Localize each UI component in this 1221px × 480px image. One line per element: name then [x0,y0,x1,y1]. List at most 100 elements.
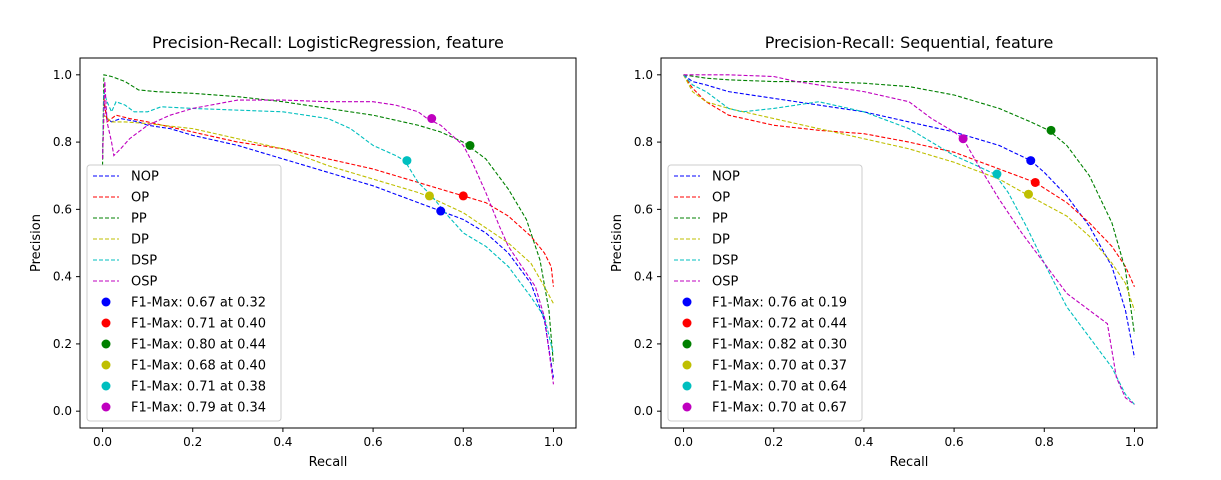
series-line-dsp [683,74,1135,405]
f1-max-marker-0 [436,206,446,216]
y-tick-label: 1.0 [53,68,72,82]
legend-entry-label: DP [131,233,149,248]
x-tick-label: 1.0 [1125,435,1144,449]
legend-entry-label: F1-Max: 0.79 at 0.34 [131,401,266,416]
series-line-dsp [102,91,554,355]
legend-entry-label: F1-Max: 0.72 at 0.44 [712,317,847,332]
y-tick-label: 0.0 [634,404,653,418]
x-tick-label: 1.0 [544,435,563,449]
series-line-osp [102,81,554,385]
legend-marker-swatch [682,318,692,328]
legend-entry-label: NOP [712,170,740,185]
legend-entry-label: PP [712,212,728,227]
legend-box [86,164,282,422]
y-tick-label: 1.0 [634,68,653,82]
legend-entry-label: F1-Max: 0.67 at 0.32 [131,296,266,311]
y-tick-label: 0.8 [53,135,72,149]
x-tick-label: 0.8 [1035,435,1054,449]
f1-max-marker-4 [402,156,412,166]
series-lines [683,74,1135,405]
legend-entry-label: F1-Max: 0.82 at 0.30 [712,338,847,353]
y-tick-label: 0.6 [634,202,653,216]
legend-entry-label: F1-Max: 0.71 at 0.40 [131,317,266,332]
x-tick-label: 0.6 [945,435,964,449]
legend-marker-swatch [101,381,111,391]
x-tick-label: 0.2 [764,435,783,449]
legend-entry-label: F1-Max: 0.71 at 0.38 [131,380,266,395]
f1-max-marker-0 [1026,156,1036,166]
legend-entry-label: F1-Max: 0.80 at 0.44 [131,338,266,353]
series-line-op [683,74,1135,287]
chart-sequential: Precision-Recall: Sequential, feature 0.0… [610,33,1158,470]
axes-frame [660,57,1158,429]
legend-marker-swatch [682,360,692,370]
legend-box [667,164,863,422]
x-axis-label: Recall [890,455,929,470]
legend-marker-swatch [682,297,692,307]
f1-max-marker-4 [992,169,1002,179]
legend-entry-label: OSP [131,275,157,290]
f1-max-marker-2 [1046,125,1056,135]
f1-max-marker-3 [1023,189,1033,199]
legend-marker-swatch [101,402,111,412]
series-lines [102,74,554,385]
x-axis-label: Recall [309,455,348,470]
y-tick-label: 0.2 [53,337,72,351]
x-tick-label: 0.2 [183,435,202,449]
legend-entry-label: F1-Max: 0.70 at 0.37 [712,359,847,374]
x-tick-label: 0.0 [674,435,693,449]
legend-entry-label: DSP [712,254,738,269]
legend-marker-swatch [682,381,692,391]
series-line-dp [102,113,554,304]
legend-entry-label: OP [712,191,730,206]
series-line-op [102,98,554,287]
legend-entry-label: NOP [131,170,159,185]
legend-marker-swatch [101,297,111,307]
legend-entry-label: OP [131,191,149,206]
legend-marker-swatch [101,360,111,370]
x-tick-label: 0.4 [854,435,873,449]
legend-entry-label: F1-Max: 0.76 at 0.19 [712,296,847,311]
series-line-pp [102,74,554,365]
legend-entry-label: DP [712,233,730,248]
series-line-nop [102,101,554,378]
legend-entry-label: F1-Max: 0.70 at 0.64 [712,380,847,395]
f1-max-marker-5 [427,114,437,124]
f1-max-marker-2 [465,140,475,150]
y-tick-label: 0.0 [53,404,72,418]
legend-entry-label: DSP [131,254,157,269]
y-tick-label: 0.2 [634,337,653,351]
chart-title: Precision-Recall: LogisticRegression, fe… [152,33,504,52]
f1-max-marker-3 [424,191,434,201]
axes-frame [79,57,577,429]
y-tick-label: 0.8 [634,135,653,149]
x-tick-label: 0.6 [364,435,383,449]
legend-marker-swatch [682,339,692,349]
legend-marker-swatch [101,318,111,328]
chart-title: Precision-Recall: Sequential, feature [765,33,1054,52]
legend-marker-swatch [101,339,111,349]
y-tick-label: 0.4 [634,270,653,284]
legend-entry-label: OSP [712,275,738,290]
f1-max-marker-5 [958,134,968,144]
chart-logistic-regression: Precision-Recall: LogisticRegression, fe… [29,33,577,470]
legend-entry-label: F1-Max: 0.70 at 0.67 [712,401,847,416]
x-tick-label: 0.0 [93,435,112,449]
f1-max-marker-1 [458,191,468,201]
legend-entry-label: F1-Max: 0.68 at 0.40 [131,359,266,374]
series-line-pp [683,74,1135,334]
x-tick-label: 0.4 [273,435,292,449]
y-tick-label: 0.6 [53,202,72,216]
y-tick-label: 0.4 [53,270,72,284]
legend: NOP OP PP DP DSP OSP F1-Max: 0.67 at 0.32 F1-Ma… [86,164,282,422]
y-axis-label: Precision [610,214,625,272]
series-line-dp [683,74,1135,311]
legend-entry-label: PP [131,212,147,227]
series-line-osp [683,74,1135,405]
legend: NOP OP PP DP DSP OSP F1-Max: 0.76 at 0.19 F1-Ma… [667,164,863,422]
x-tick-label: 0.8 [454,435,473,449]
y-axis-label: Precision [29,214,44,272]
f1-max-marker-1 [1030,177,1040,187]
legend-marker-swatch [682,402,692,412]
